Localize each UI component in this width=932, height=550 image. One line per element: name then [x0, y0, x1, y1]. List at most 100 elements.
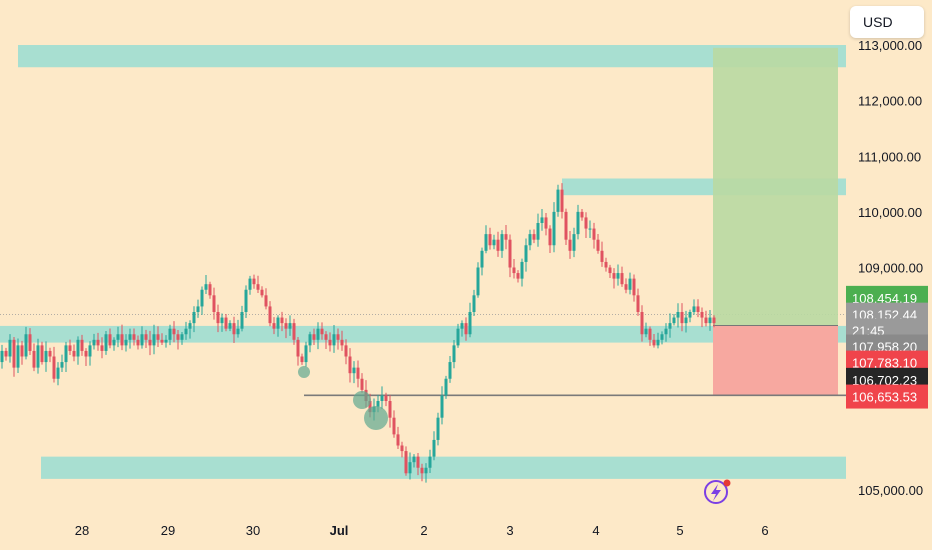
candle-body	[160, 339, 164, 343]
currency-button[interactable]: USD	[850, 6, 924, 38]
candle-body	[392, 417, 396, 435]
candle-body	[604, 261, 608, 268]
candle-body	[68, 345, 72, 351]
x-tick-label: 30	[246, 523, 260, 538]
candle-body	[136, 339, 140, 346]
candle-body	[408, 462, 412, 474]
candle-body	[20, 345, 24, 357]
candle-body	[80, 339, 84, 351]
candle-body	[572, 234, 576, 251]
candle-body	[44, 350, 48, 363]
bottom-zone	[41, 456, 846, 479]
candle-body	[368, 401, 372, 413]
candle-body	[156, 334, 160, 340]
assistant-sparkle-icon[interactable]	[704, 479, 731, 504]
candle-body	[320, 328, 324, 335]
candle-body	[596, 239, 600, 251]
candle-body	[152, 334, 156, 346]
candle-body	[396, 434, 400, 446]
candle-body	[32, 350, 36, 368]
candle-body	[316, 328, 320, 340]
candle-body	[116, 334, 120, 340]
candle-body	[312, 334, 316, 340]
candle-body	[48, 350, 52, 357]
candle-body	[632, 278, 636, 296]
candle-body	[220, 317, 224, 324]
candle-body	[696, 306, 700, 312]
candle-body	[656, 339, 660, 346]
candle-body	[356, 367, 360, 379]
candle-body	[52, 356, 56, 379]
candle-body	[108, 334, 112, 346]
candle-body	[340, 339, 344, 346]
candle-body	[240, 312, 244, 329]
candle-body	[328, 339, 332, 346]
candle-body	[300, 356, 304, 363]
candle-body	[704, 317, 708, 324]
candle-body	[484, 234, 488, 251]
candle-body	[424, 467, 428, 474]
candle-body	[252, 278, 256, 285]
candle-body	[528, 234, 532, 246]
candle-body	[324, 334, 328, 340]
candle-body	[608, 267, 612, 274]
candle-body	[228, 323, 232, 329]
candle-body	[384, 395, 388, 401]
candle-body	[56, 367, 60, 379]
candle-body	[552, 211, 556, 246]
candle-body	[236, 328, 240, 335]
price-tag-label: 106,702.23	[852, 373, 917, 388]
x-tick-label: 3	[506, 523, 513, 538]
candle-body	[380, 395, 384, 401]
candle-body	[516, 273, 520, 279]
candle-body	[700, 312, 704, 318]
candle-body	[532, 234, 536, 240]
x-tick-label: 5	[676, 523, 683, 538]
candle-body	[60, 362, 64, 368]
candle-body	[232, 323, 236, 335]
stop-zone	[713, 325, 838, 396]
candle-body	[76, 339, 80, 357]
top-zone	[18, 45, 846, 68]
candle-body	[284, 323, 288, 329]
candle-body	[588, 228, 592, 230]
candle-body	[352, 367, 356, 374]
candle-body	[64, 345, 68, 363]
candle-body	[688, 312, 692, 318]
candle-body	[200, 289, 204, 307]
target-zone	[713, 47, 838, 326]
price-tag-label: 106,653.53	[852, 390, 917, 405]
candle-body	[712, 317, 716, 324]
candle-body	[88, 345, 92, 357]
candle-body	[208, 284, 212, 296]
candle-body	[456, 328, 460, 346]
candle-body	[492, 239, 496, 246]
price-tag-label: 108,454.19	[852, 291, 917, 306]
candle-body	[404, 451, 408, 474]
candle-body	[660, 334, 664, 340]
x-tick-label: 4	[592, 523, 599, 538]
candle-body	[12, 339, 16, 368]
candle-body	[296, 339, 300, 357]
candle-body	[180, 334, 184, 340]
marker-circle	[364, 406, 388, 430]
candle-body	[584, 217, 588, 229]
candle-body	[172, 328, 176, 335]
candle-body	[412, 456, 416, 463]
candle-body	[176, 334, 180, 340]
candle-body	[304, 345, 308, 363]
candle-body	[612, 273, 616, 279]
candle-body	[168, 328, 172, 340]
candle-body	[184, 328, 188, 335]
candle-body	[124, 339, 128, 346]
candle-body	[24, 334, 28, 357]
candle-body	[120, 334, 124, 346]
candle-body	[496, 239, 500, 251]
candle-body	[600, 250, 604, 262]
x-tick-label: Jul	[330, 523, 349, 538]
marker-circle	[298, 366, 310, 378]
candle-body	[360, 378, 364, 390]
candle-body	[568, 239, 572, 251]
